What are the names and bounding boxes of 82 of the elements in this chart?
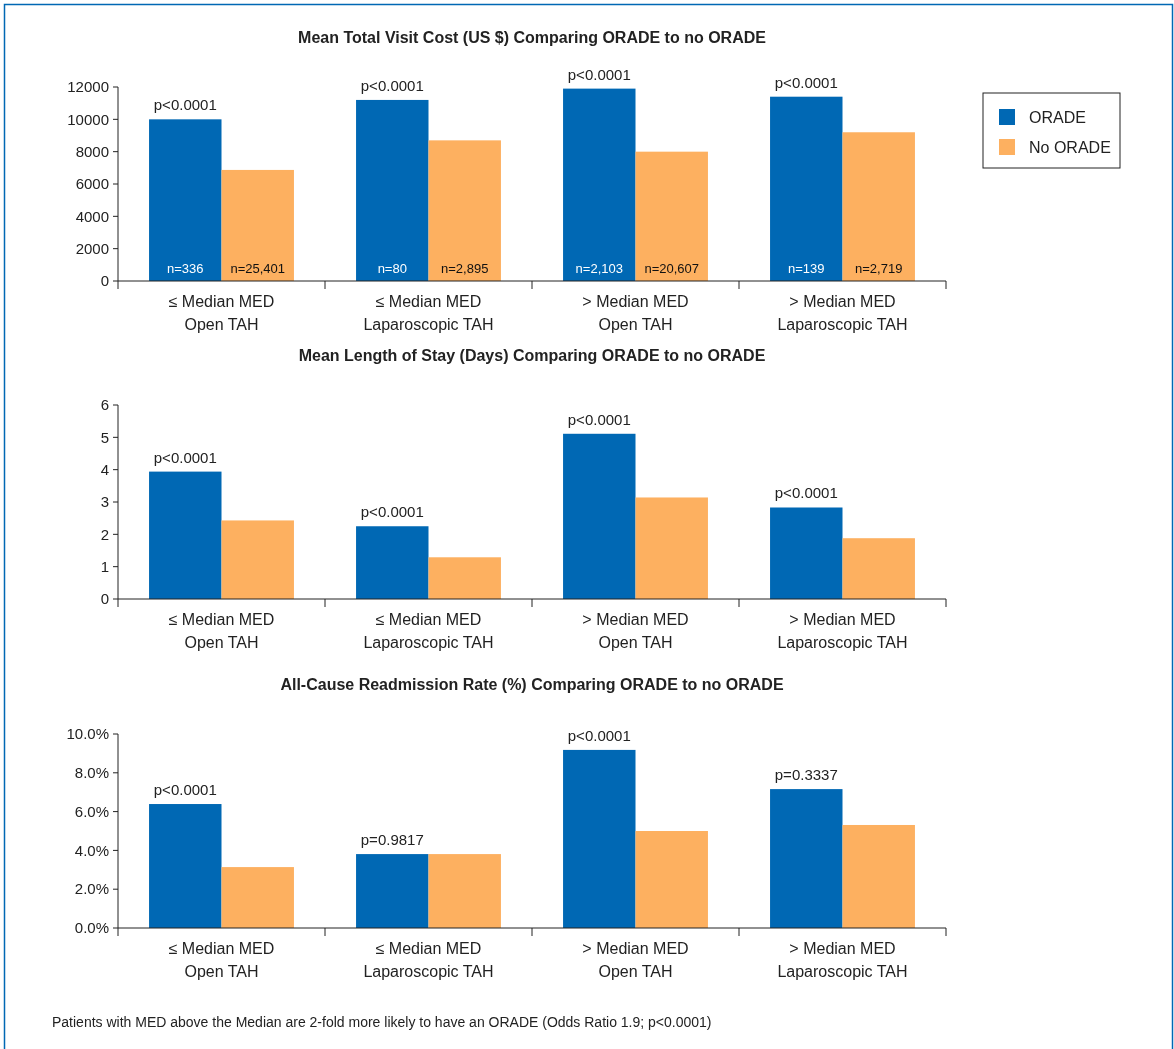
- bar: [356, 854, 429, 928]
- y-tick-label: 1: [100, 557, 109, 575]
- y-tick-label: 2.0%: [74, 880, 109, 898]
- bar: [221, 520, 294, 599]
- bar: [356, 526, 429, 599]
- bar: [770, 507, 843, 599]
- y-tick-label: 4000: [75, 207, 109, 225]
- annotation: p<0.0001: [360, 76, 424, 94]
- bar: [563, 749, 636, 928]
- y-tick-label: 12000: [67, 78, 109, 96]
- annotation: p=0.3337: [774, 766, 838, 784]
- legend-label: ORADE: [1029, 108, 1086, 126]
- x-tick-label: ≤ Median MED Laparoscopic TAH: [363, 293, 494, 333]
- bar: [563, 433, 636, 599]
- bar: [428, 854, 501, 928]
- y-tick-label: 8.0%: [74, 764, 109, 782]
- y-tick-label: 6: [100, 396, 109, 414]
- x-tick-label: > Median MED Open TAH: [582, 940, 689, 980]
- annotation: p<0.0001: [567, 726, 631, 744]
- y-tick-label: 2000: [75, 239, 109, 257]
- bar: [563, 88, 636, 281]
- y-tick-label: 10.0%: [66, 725, 109, 743]
- y-tick-label: 0: [100, 590, 109, 608]
- annotation: p<0.0001: [153, 781, 217, 799]
- x-tick-label: ≤ Median MED Open TAH: [168, 611, 275, 651]
- y-tick-label: 2: [100, 525, 109, 543]
- bar: [221, 867, 294, 928]
- x-tick-label: > Median MED Laparoscopic TAH: [777, 611, 908, 651]
- bar: [842, 824, 915, 928]
- y-tick-label: 8000: [75, 142, 109, 160]
- bar: [149, 804, 222, 928]
- annotation: n=139: [788, 261, 825, 276]
- y-tick-label: 0: [100, 272, 109, 290]
- annotation: n=25,401: [230, 261, 286, 276]
- y-tick-label: 3: [100, 493, 109, 511]
- annotation: n=2,895: [441, 261, 489, 276]
- chart-title: Mean Total Visit Cost (US $) Comparing ORADE to no ORADE: [298, 29, 767, 46]
- y-tick-label: 10000: [67, 110, 109, 128]
- chart-title: All-Cause Readmission Rate (%) Comparing ORADE to no ORADE: [280, 676, 784, 693]
- x-tick-label: > Median MED Laparoscopic TAH: [777, 940, 908, 980]
- annotation: p<0.0001: [567, 65, 631, 83]
- x-tick-label: ≤ Median MED Open TAH: [168, 293, 275, 333]
- chart-title: Mean Length of Stay (Days) Comparing ORADE to no ORADE: [298, 347, 766, 364]
- legend-label: No ORADE: [1029, 138, 1111, 156]
- x-tick-label: ≤ Median MED Laparoscopic TAH: [363, 611, 494, 651]
- bar: [842, 538, 915, 599]
- annotation: n=80: [377, 261, 407, 276]
- y-tick-label: 4: [100, 460, 109, 478]
- annotation: p<0.0001: [153, 96, 217, 114]
- annotation: n=336: [167, 261, 204, 276]
- x-tick-label: ≤ Median MED Open TAH: [168, 940, 275, 980]
- bar: [149, 471, 222, 599]
- bar: [842, 132, 915, 281]
- annotation: p=0.9817: [360, 831, 424, 849]
- x-tick-label: > Median MED Open TAH: [582, 611, 689, 651]
- bar: [221, 169, 294, 281]
- x-tick-label: > Median MED Open TAH: [582, 293, 689, 333]
- annotation: p<0.0001: [774, 484, 838, 502]
- annotation: p<0.0001: [153, 448, 217, 466]
- x-tick-label: > Median MED Laparoscopic TAH: [777, 293, 908, 333]
- y-tick-label: 6000: [75, 175, 109, 193]
- y-tick-label: 0.0%: [74, 919, 109, 937]
- x-tick-label: ≤ Median MED Laparoscopic TAH: [363, 940, 494, 980]
- annotation: n=2,103: [575, 261, 623, 276]
- text: Patients with MED above the Median are 2-fold more likely to have an ORADE (Odds Ratio 1.9; p<0.0001): [52, 1014, 712, 1030]
- bar: [356, 99, 429, 281]
- bar: [770, 789, 843, 928]
- bar: [635, 497, 708, 599]
- bar: [635, 831, 708, 928]
- annotation: p<0.0001: [360, 503, 424, 521]
- y-tick-label: 6.0%: [74, 802, 109, 820]
- bar: [428, 140, 501, 281]
- y-tick-label: 5: [100, 428, 109, 446]
- annotation: p<0.0001: [774, 73, 838, 91]
- bar: [428, 557, 501, 599]
- bar: [635, 151, 708, 281]
- y-tick-label: 4.0%: [74, 841, 109, 859]
- annotation: n=20,607: [644, 261, 700, 276]
- annotation: p<0.0001: [567, 410, 631, 428]
- bar: [770, 96, 843, 281]
- annotation: n=2,719: [855, 261, 903, 276]
- bar: [149, 119, 222, 281]
